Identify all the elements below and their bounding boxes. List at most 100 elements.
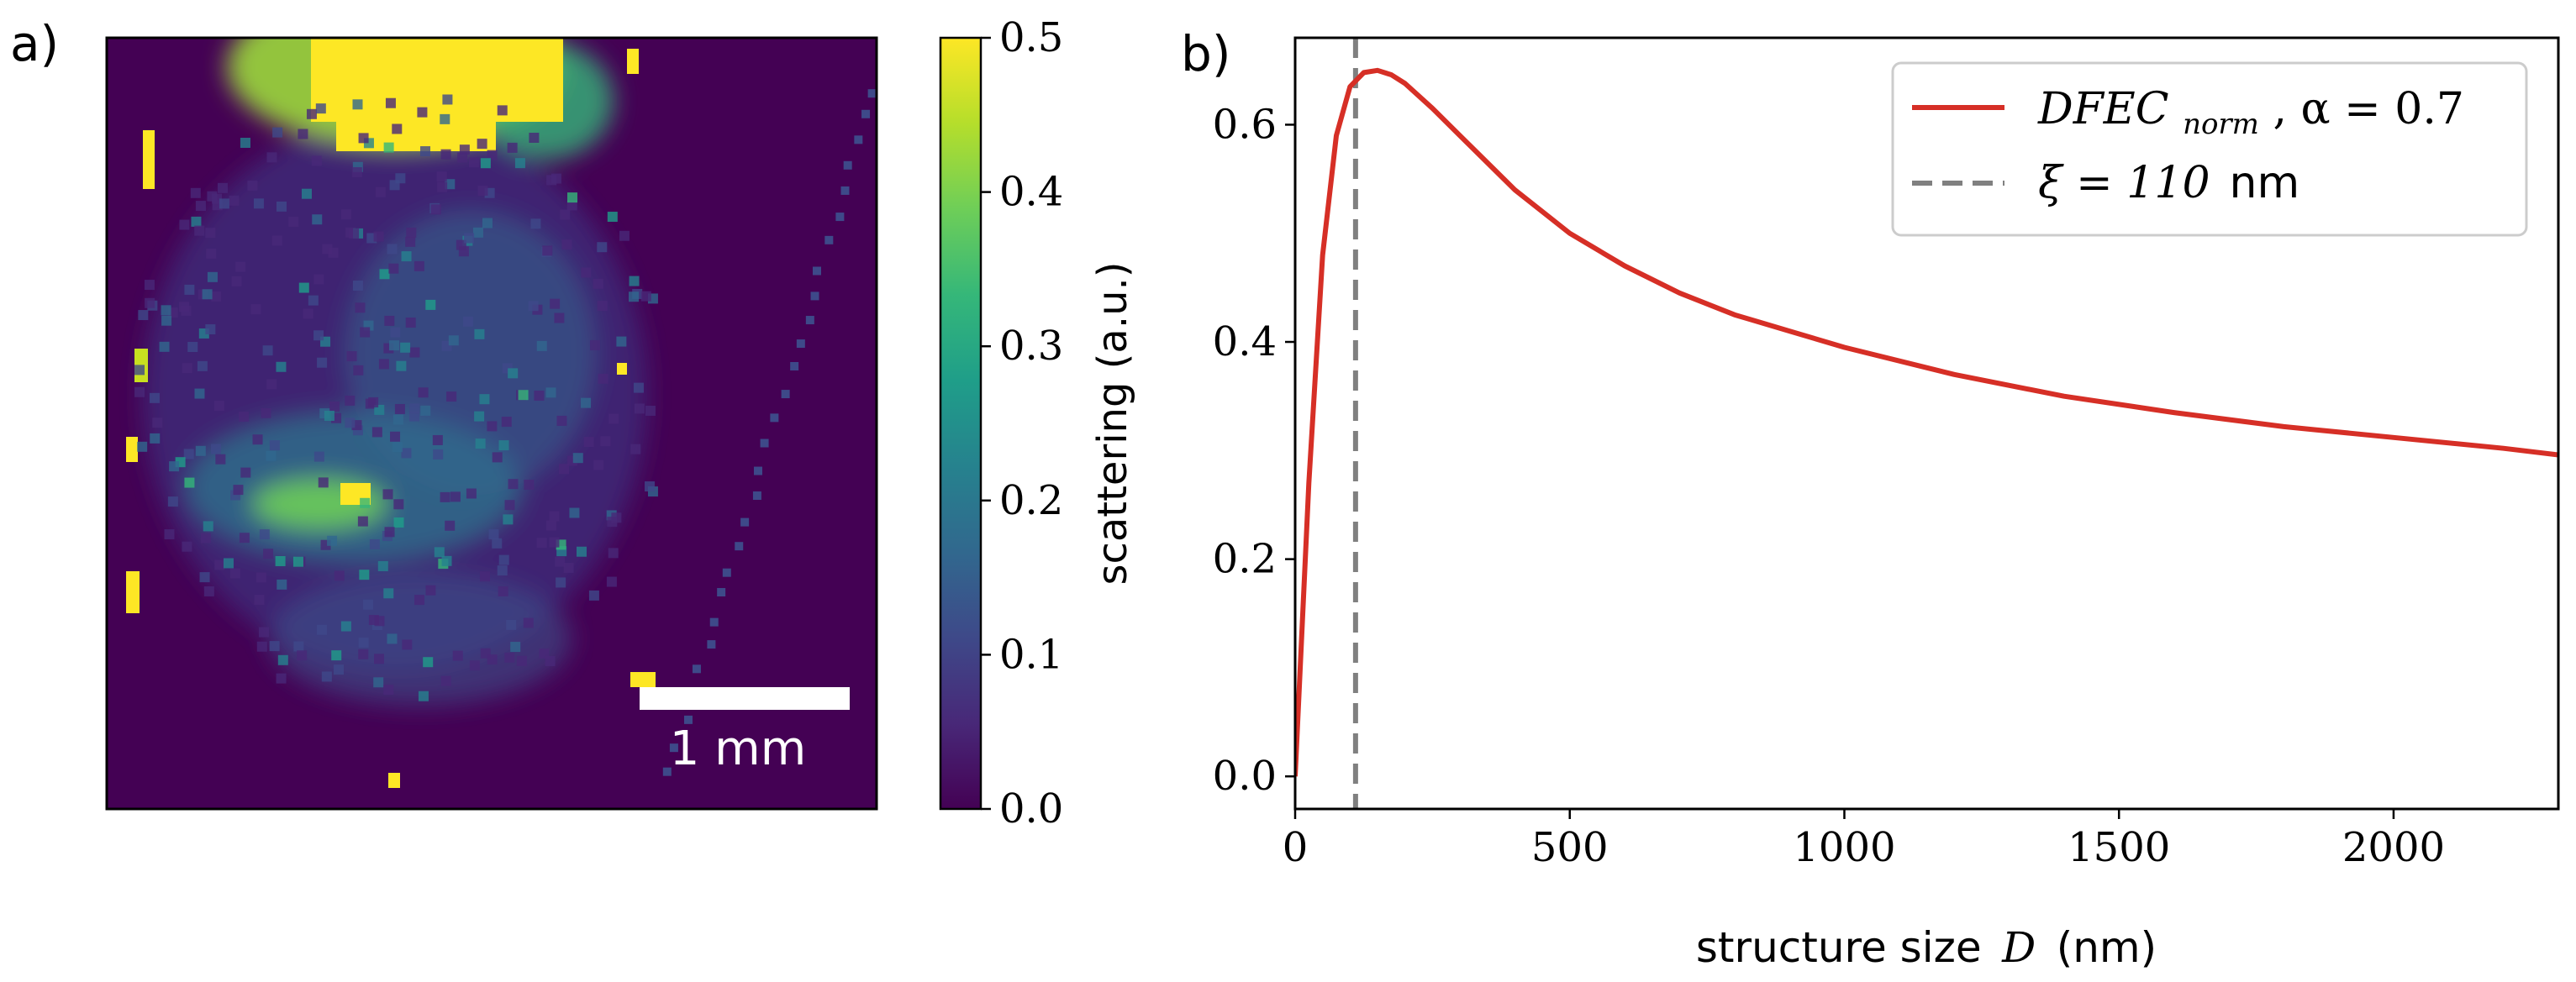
heatmap-pixel [324, 410, 335, 421]
heatmap-pixel [159, 341, 170, 352]
heatmap-pixel [835, 213, 845, 222]
heatmap-pixel [392, 414, 403, 425]
plot-frame [1293, 36, 2560, 811]
heatmap-pixel [315, 103, 326, 114]
x-tick-label: 500 [1531, 824, 1609, 871]
heatmap-pixel [179, 302, 190, 312]
heatmap-pixel [529, 133, 540, 144]
heatmap-pixel [640, 291, 651, 302]
heatmap-pixel [358, 649, 369, 659]
heatmap-pixel [393, 499, 404, 510]
heatmap-pixel [266, 152, 277, 163]
heatmap-pixel [384, 527, 395, 538]
heatmap-pixel [434, 547, 445, 558]
heatmap-pixel [161, 315, 172, 326]
heatmap-pixel [456, 239, 466, 250]
heatmap-pixel [373, 231, 384, 242]
heatmap-pixel [518, 390, 529, 401]
heatmap-pixel [479, 571, 490, 582]
heatmap-pixel [753, 466, 762, 475]
heatmap-pixel [536, 340, 547, 351]
heatmap-pixel [487, 654, 498, 665]
heatmap-pixel [524, 480, 535, 491]
heatmap-pixel [200, 533, 211, 544]
heatmap-pixel [550, 173, 561, 184]
heatmap-pixel [662, 767, 672, 776]
heatmap-pixel [669, 743, 678, 753]
y-ticks: 0.0 0.2 0.4 0.6 [1213, 101, 1295, 800]
heatmap-pixel [406, 227, 417, 238]
colorbar-tick-label: 0.4 [999, 169, 1063, 216]
heatmap-pixel [272, 127, 283, 138]
heatmap-pixel [203, 521, 213, 532]
heatmap-pixel [235, 261, 246, 272]
heatmap-pixel [633, 382, 644, 393]
heatmap-pixel [363, 599, 374, 610]
heatmap-pixel [569, 507, 580, 518]
heatmap-pixel [545, 387, 556, 398]
heatmap-pixel [383, 685, 394, 696]
heatmap-pixel [357, 516, 368, 527]
heatmap-pixel [634, 403, 645, 414]
heatmap-pixel [191, 216, 202, 227]
heatmap-pixel [392, 123, 403, 134]
heatmap-pixel [190, 187, 201, 198]
heatmap-pixel [709, 617, 719, 627]
heatmap-pixel [374, 616, 385, 627]
heatmap-pixel [401, 251, 412, 262]
heatmap-pixel [293, 641, 304, 652]
heatmap-pixel [462, 316, 473, 327]
heatmap-pixel [355, 302, 366, 313]
heatmap-pixel [561, 239, 572, 250]
heatmap-pixel [392, 442, 403, 453]
heatmap-pixel [417, 107, 428, 118]
heatmap-pixel [452, 650, 463, 661]
heatmap-pixel [371, 427, 382, 438]
heatmap-pixel [400, 342, 411, 353]
heatmap-pixel [318, 477, 329, 488]
legend-vline-label: ξ = 110 nm [2038, 158, 2299, 208]
heatmap-pixel [229, 195, 240, 206]
heatmap-pixel [508, 368, 519, 379]
heatmap-pixel [539, 649, 550, 659]
legend-curve-sub: norm [2183, 108, 2259, 141]
heatmap-pixel [358, 637, 369, 648]
heatmap-pixel [340, 621, 351, 632]
panel-b-label: b) [1181, 25, 1230, 82]
heatmap-pixel [214, 559, 225, 570]
heatmap-pixel [523, 617, 534, 628]
heatmap-pixel [368, 396, 379, 407]
heatmap-pixel [255, 572, 266, 583]
heatmap-pixel [383, 588, 394, 599]
heatmap-pixel [707, 640, 716, 649]
heatmap-pixel [446, 391, 457, 402]
heatmap-pixel [183, 449, 194, 459]
heatmap-pixel [498, 586, 508, 596]
heatmap-pixel [477, 139, 487, 150]
heatmap-pixel [542, 245, 553, 256]
heatmap-pixel [378, 359, 389, 370]
heatmap-region [269, 571, 572, 706]
x-axis-label-var: D [2001, 923, 2036, 972]
heatmap-pixel [184, 284, 195, 295]
heatmap-hotspot [388, 773, 400, 788]
heatmap-pixel [514, 158, 525, 169]
heatmap-pixel [497, 105, 508, 116]
heatmap-pixel [217, 182, 228, 193]
heatmap-pixel [440, 113, 450, 124]
heatmap-pixel [317, 357, 328, 368]
colorbar-tick-label: 0.5 [999, 14, 1063, 61]
heatmap-pixel [440, 675, 451, 686]
heatmap-pixel [607, 517, 618, 528]
heatmap-pixel [340, 209, 351, 220]
heatmap-hotspot [617, 363, 627, 375]
y-tick-label: 0.4 [1213, 318, 1277, 365]
heatmap-pixel [240, 138, 250, 149]
heatmap-pixel [328, 247, 339, 258]
heatmap-pixel [144, 280, 155, 291]
heatmap-pixel [259, 529, 270, 540]
heatmap-pixel [566, 200, 577, 211]
heatmap-pixel [312, 214, 323, 225]
heatmap-pixel [405, 236, 416, 247]
